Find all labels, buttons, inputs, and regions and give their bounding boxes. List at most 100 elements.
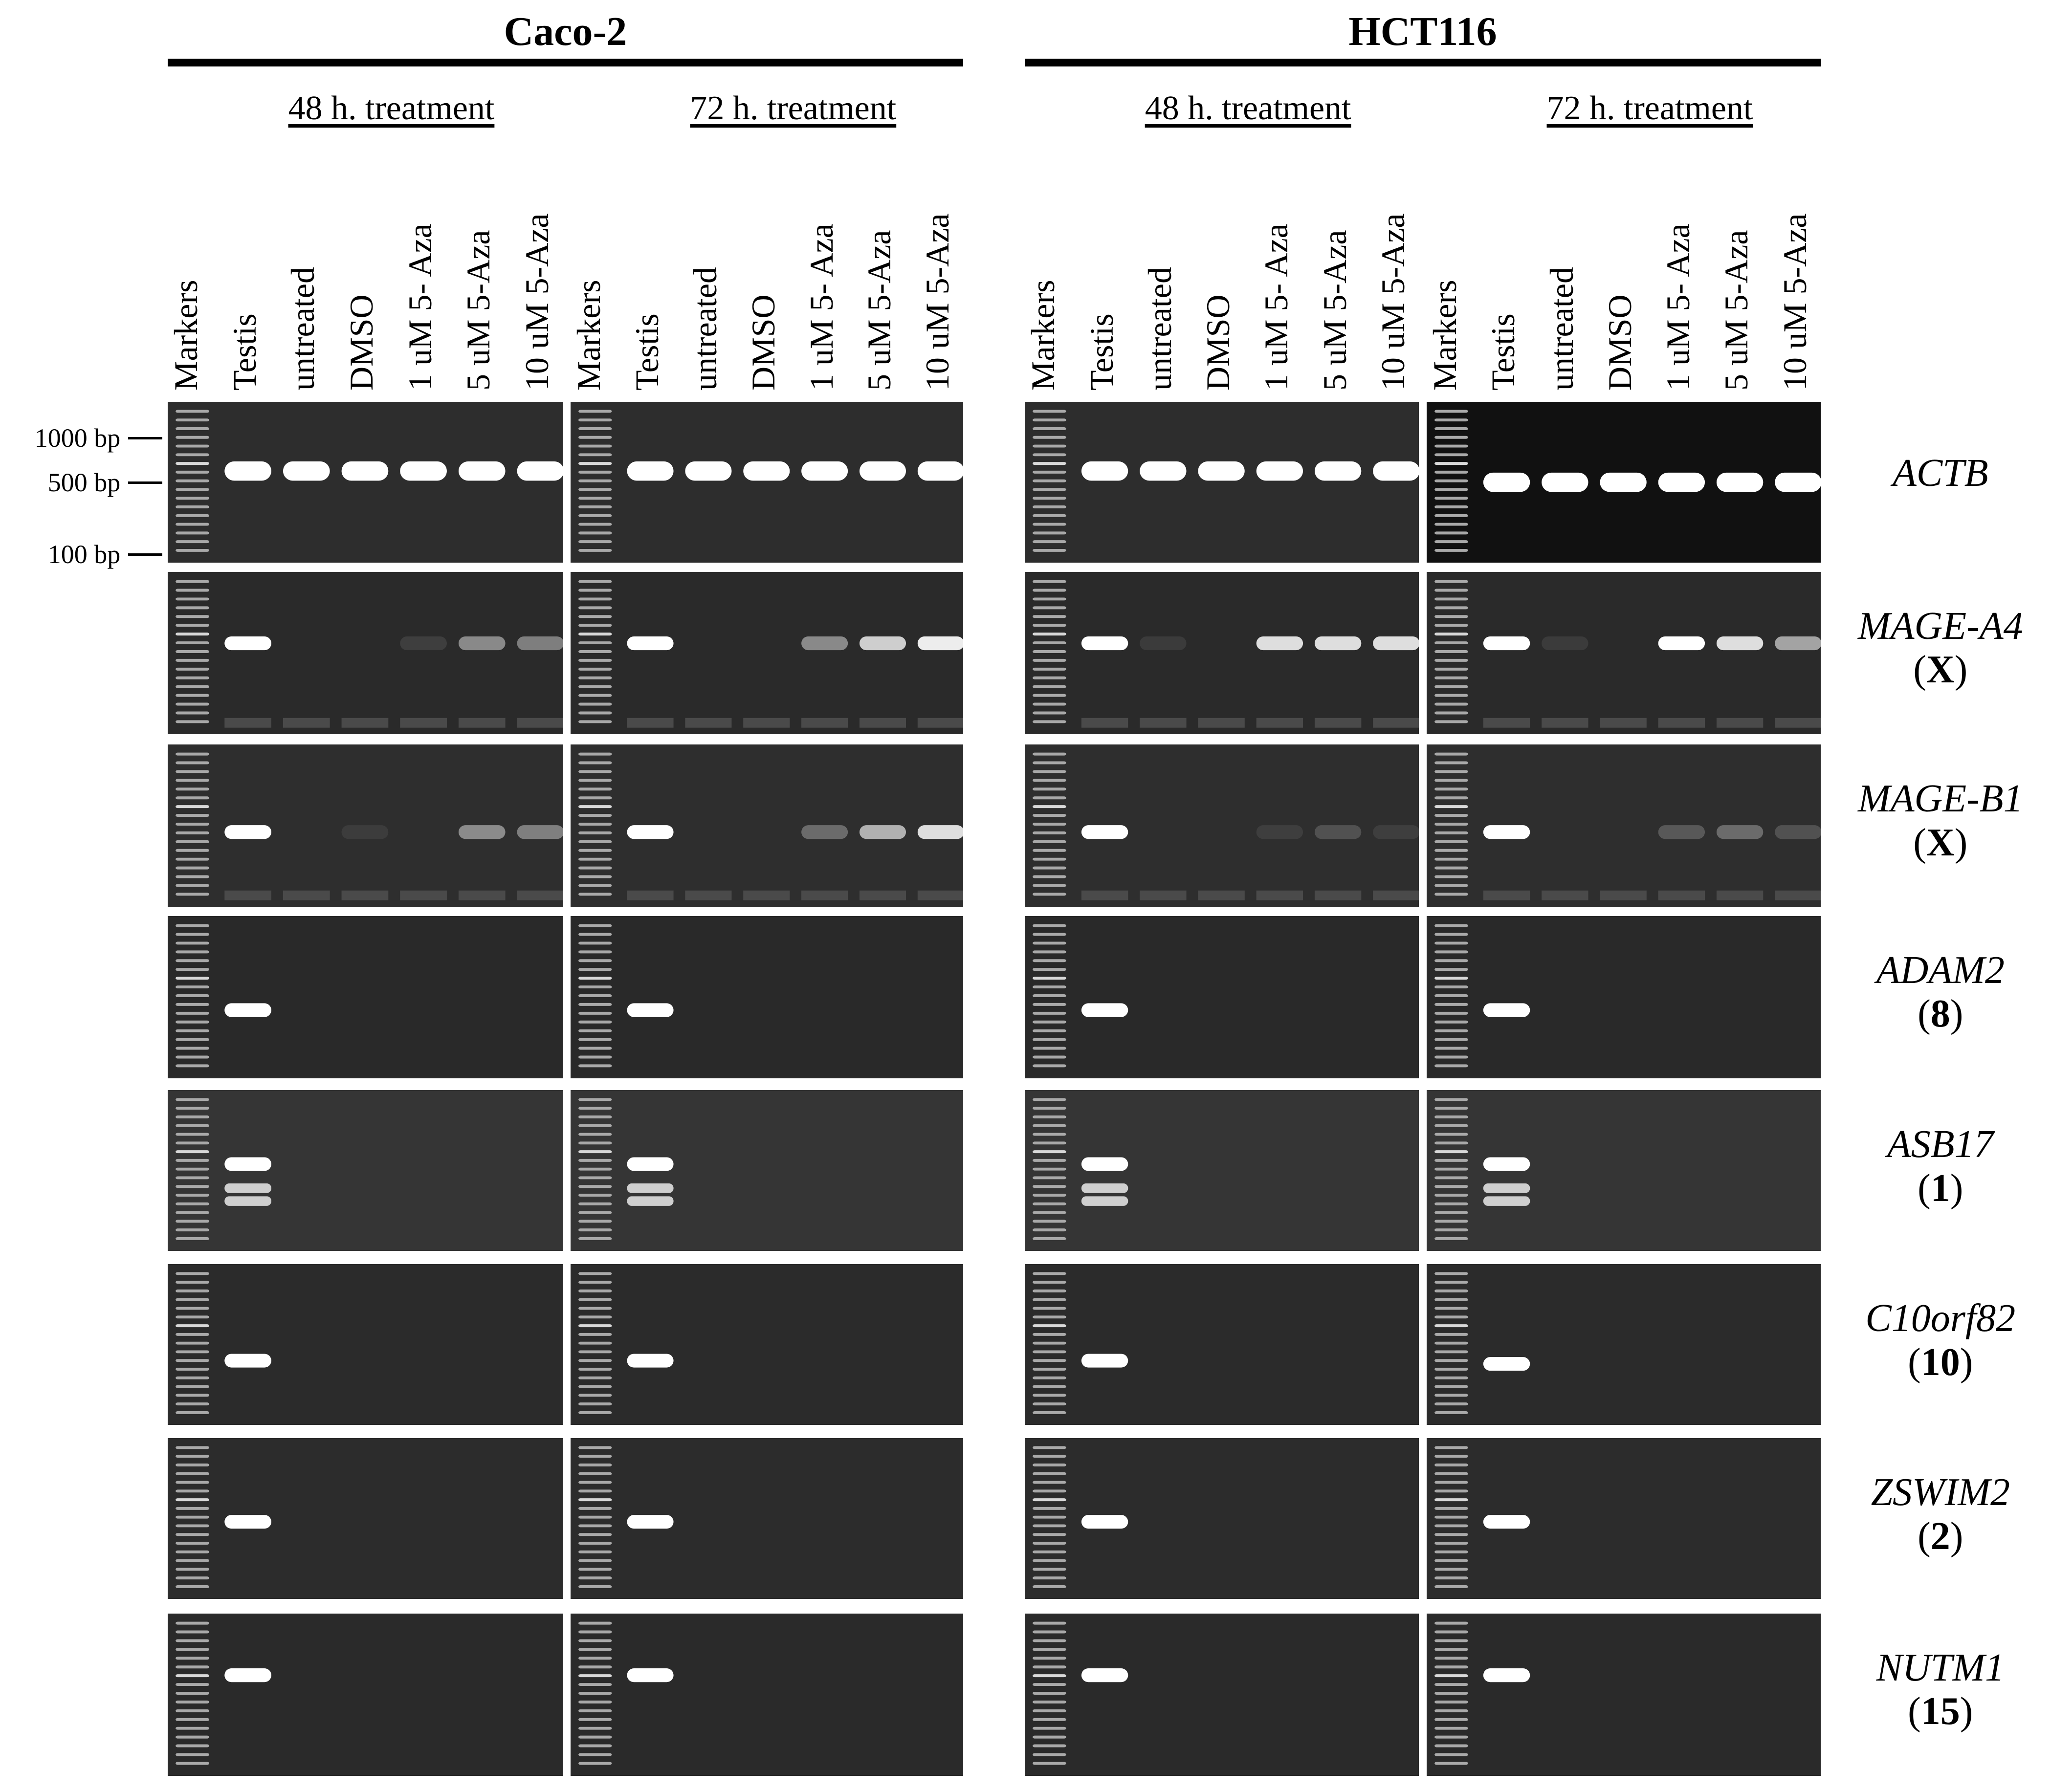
ladder-band [578,641,612,644]
gel-image [1033,1621,1128,1765]
ladder-band [175,488,209,491]
lane-label: DMSO [744,294,782,391]
ladder-band [1434,866,1468,870]
ladder-band [578,1700,612,1704]
ladder-band [1434,1220,1468,1223]
ladder-band [175,1315,209,1319]
gel-band [458,825,506,839]
ladder-band [578,831,612,835]
ladder-band [578,1194,612,1197]
gel-panel [167,744,563,907]
ladder-band [1033,650,1066,653]
ladder-band [578,488,612,491]
gel-image [1033,752,1419,900]
ladder-band [175,893,209,896]
gel-image [1434,1272,1530,1414]
ladder-band [175,479,209,482]
ladder-band [578,1735,612,1739]
lane-label: Markers [570,280,608,391]
ladder-band [1434,933,1468,936]
ladder-band [1033,1394,1066,1397]
ladder-band [175,849,209,852]
ladder-band [175,531,209,535]
ladder-band [578,787,612,791]
ladder-band [1434,1402,1468,1406]
gel-image [175,752,563,900]
ladder-band [578,548,612,552]
ladder-band [1033,615,1066,618]
primer-dimer [458,718,506,728]
ladder-band [578,814,612,817]
gel-band [1256,636,1303,651]
ladder-band [175,1411,209,1414]
ladder-band [175,823,209,826]
gel-band [224,1354,271,1368]
ladder-band [1434,1350,1468,1354]
gel-band [1483,1357,1530,1371]
ladder-band [1434,1038,1468,1041]
ladder-band [1434,1585,1468,1589]
ladder-band [578,1185,612,1188]
chromosome-number: 10 [1920,1340,1960,1384]
lane-label: untreated [1543,266,1580,391]
ladder-band [1033,1167,1066,1171]
lane-label: 5 uM 5-Aza [1316,230,1353,391]
gene-label: ADAM2 (8) [1830,949,2051,1036]
ladder-band [578,1489,612,1493]
gel-image [1434,1446,1530,1589]
ladder-band [1033,1533,1066,1536]
gel-band [1483,825,1530,839]
ladder-band [578,1464,612,1467]
ladder-band [175,1211,209,1214]
ladder-band [175,1753,209,1756]
ladder-band [578,1133,612,1136]
ladder-band [1434,1639,1468,1642]
ladder-band [1033,1124,1066,1127]
gel-image [175,1446,271,1589]
ladder-band [1434,840,1468,844]
ladder-band [1434,1281,1468,1284]
ladder-band [1033,968,1066,971]
ladder-band [578,1630,612,1634]
ladder-band [175,1402,209,1406]
ladder-band [1033,1639,1066,1642]
ladder-band [1434,1211,1468,1214]
ladder-band [1033,711,1066,715]
ladder-band [175,1167,209,1171]
primer-dimer [918,718,964,728]
ladder-band [1033,633,1066,636]
gel-panel [1025,1613,1419,1776]
ladder-band [1033,787,1066,791]
lane-label: 5 uM 5-Aza [860,230,898,391]
ladder-band [175,1446,209,1449]
gel-band [224,461,271,481]
ladder-band [175,1281,209,1284]
chromosome-number: 1 [1930,1166,1950,1210]
ladder-band [175,1630,209,1634]
primer-dimer [1373,718,1419,728]
ladder-band [175,702,209,706]
gel-band [341,461,388,481]
ladder-band [175,1359,209,1362]
ladder-band [175,1744,209,1748]
ladder-band [175,1455,209,1458]
gel-panel [571,916,964,1078]
ladder-band [1033,1341,1066,1345]
ladder-band [1033,779,1066,782]
primer-dimer [1658,891,1705,900]
ladder-band [578,1411,612,1414]
ladder-band [175,857,209,861]
ladder-band [1033,1621,1066,1625]
ladder-band [578,470,612,474]
ladder-band [1033,1630,1066,1634]
ladder-band [1033,1472,1066,1475]
lane-label: Testis [1082,313,1120,391]
ladder-band [578,770,612,773]
ladder-band [1434,1176,1468,1180]
ladder-band [1033,761,1066,765]
ladder-band [175,814,209,817]
ladder-band [1434,1507,1468,1510]
ladder-band [175,453,209,457]
ladder-band [1033,488,1066,491]
